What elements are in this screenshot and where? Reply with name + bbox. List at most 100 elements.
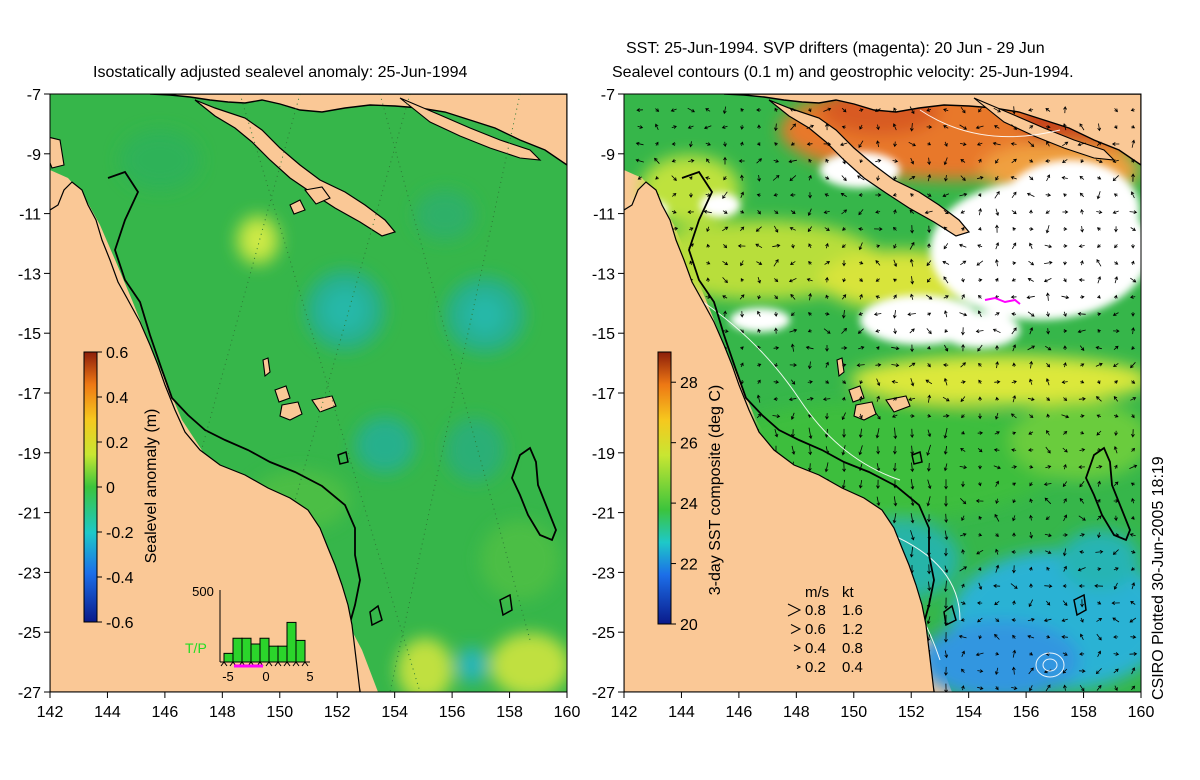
velocity-arrow [943,157,948,166]
velocity-arrow [808,192,812,199]
velocity-arrow [993,465,1001,470]
velocity-arrow [689,141,693,148]
velocity-arrow [1113,668,1119,674]
velocity-arrow [893,176,897,181]
velocity-arrow [876,378,881,387]
velocity-arrow [893,294,897,300]
velocity-arrow [774,142,778,146]
velocity-arrow [927,514,931,523]
velocity-arrow [1112,175,1119,182]
velocity-arrow [925,294,933,300]
velocity-arrow [1095,159,1103,164]
velocity-arrow [858,346,865,350]
velocity-arrow [807,108,812,113]
velocity-arrow [807,328,812,333]
velocity-arrow [756,158,762,164]
right-reef-contour [911,450,1087,627]
velocity-arrow [1045,193,1052,197]
velocity-arrow [927,363,931,368]
x-tick-label: 158 [496,704,523,721]
velocity-arrow [1079,684,1085,692]
velocity-arrow [910,157,914,165]
velocity-arrow [1130,277,1137,283]
velocity-legend-header-kt: kt [842,584,855,601]
left-australia-coast [50,181,361,692]
velocity-arrow [893,259,898,268]
velocity-arrow [1028,431,1034,435]
velocity-arrow [1096,414,1101,418]
velocity-arrow [1097,176,1102,180]
velocity-arrow [1012,395,1017,403]
velocity-arrow [859,124,863,130]
velocity-arrow [927,312,932,316]
velocity-arrow [757,328,761,333]
left-island [304,186,331,205]
x-tick-label: 160 [554,704,581,721]
velocity-arrow [841,175,847,182]
velocity-arrow [943,243,949,250]
velocity-arrow [961,414,965,419]
velocity-arrow [1063,329,1068,333]
velocity-arrow [1029,652,1034,656]
velocity-arrow [722,210,728,214]
velocity-arrow [841,396,846,401]
velocity-arrow [825,413,829,420]
velocity-arrow [978,379,982,384]
velocity-arrow [841,412,846,421]
x-tick-label: 158 [1070,704,1097,721]
velocity-arrow [1062,533,1068,537]
velocity-arrow [978,158,982,163]
velocity-arrow [1080,414,1085,418]
velocity-arrow [1061,380,1068,384]
velocity-arrow [910,193,914,197]
y-tick-label: -25 [18,625,41,642]
velocity-arrow [1113,395,1119,402]
velocity-legend-ms: 0.6 [805,621,826,638]
velocity-arrow [1131,173,1135,182]
velocity-arrow [757,209,761,215]
velocity-arrow [740,346,744,350]
velocity-arrow [841,445,846,456]
velocity-arrow [926,193,932,197]
velocity-arrow [1077,312,1086,316]
y-tick-label: -13 [592,266,615,283]
velocity-arrow [841,327,848,334]
velocity-arrow [841,346,848,350]
velocity-arrow [1063,345,1067,351]
histogram-bar [277,645,288,663]
velocity-legend-ms: 0.8 [805,602,826,619]
velocity-arrow [1011,242,1017,250]
velocity-arrow [1044,260,1053,265]
velocity-arrow [977,244,983,248]
velocity-arrow [1113,567,1119,571]
velocity-arrow [909,123,914,132]
velocity-arrow [689,176,693,180]
velocity-arrow [1063,106,1067,114]
velocity-arrow [910,344,914,353]
velocity-arrow [1114,108,1118,113]
velocity-arrow [926,616,931,625]
velocity-arrow [1079,533,1085,537]
velocity-arrow [808,261,812,265]
velocity-arrow [960,106,966,114]
velocity-arrow [1063,684,1067,691]
velocity-arrow [960,396,966,403]
velocity-arrow [1045,108,1051,112]
velocity-legend-arrow [793,644,802,652]
velocity-arrow [824,261,831,265]
velocity-arrow [1010,295,1017,299]
velocity-arrow [789,175,797,182]
velocity-arrow [891,363,900,368]
velocity-arrow [1011,686,1018,690]
velocity-arrow [910,276,915,285]
velocity-arrow [891,346,900,351]
velocity-arrow [1029,498,1033,504]
y-tick-label: -25 [592,625,615,642]
velocity-arrow [858,209,864,216]
velocity-arrow [790,379,796,385]
velocity-arrow [1012,634,1016,639]
velocity-arrow [1062,210,1069,214]
velocity-arrow [961,685,965,691]
velocity-arrow [790,210,796,214]
velocity-arrow [1111,601,1120,605]
